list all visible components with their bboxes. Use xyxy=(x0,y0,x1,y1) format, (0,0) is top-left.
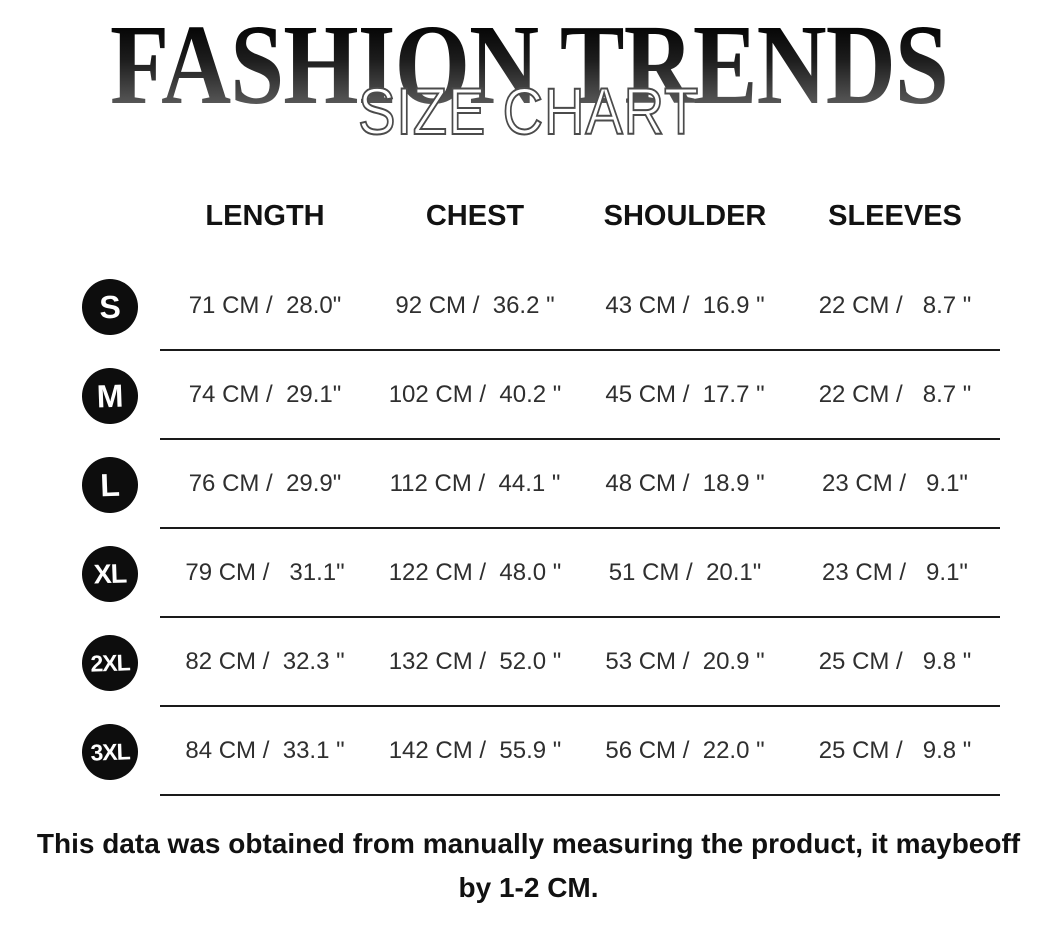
overlay-title-block: SIZE CHART xyxy=(0,74,1057,148)
cell-length: 71 CM / 28.0" xyxy=(160,262,370,351)
disclaimer-line-2: by 1-2 CM. xyxy=(458,872,599,903)
cell-length: 79 CM / 31.1" xyxy=(160,529,370,618)
cell-length: 74 CM / 29.1" xyxy=(160,351,370,440)
size-badge-xl: XL xyxy=(81,544,139,603)
table-body: S 71 CM / 28.0" 92 CM / 36.2 " 43 CM / 1… xyxy=(60,262,1000,796)
cell-chest: 132 CM / 52.0 " xyxy=(370,618,580,707)
badge-cell: 3XL xyxy=(60,707,160,796)
badge-cell: S xyxy=(60,262,160,351)
size-badge-l: L xyxy=(81,455,139,514)
cell-chest: 92 CM / 36.2 " xyxy=(370,262,580,351)
cell-length: 76 CM / 29.9" xyxy=(160,440,370,529)
cell-sleeves: 23 CM / 9.1" xyxy=(790,529,1000,618)
cell-chest: 142 CM / 55.9 " xyxy=(370,707,580,796)
size-table: LENGTH CHEST SHOULDER SLEEVES S 71 CM / … xyxy=(60,196,1000,796)
cell-chest: 102 CM / 40.2 " xyxy=(370,351,580,440)
header-spacer xyxy=(60,196,160,236)
table-row-s: S 71 CM / 28.0" 92 CM / 36.2 " 43 CM / 1… xyxy=(60,262,1000,351)
badge-cell: L xyxy=(60,440,160,529)
size-badge-m: M xyxy=(81,366,139,425)
title-block: FASHION TRENDS xyxy=(0,8,1057,122)
table-row-xl: XL 79 CM / 31.1" 122 CM / 48.0 " 51 CM /… xyxy=(60,529,1000,618)
cell-shoulder: 51 CM / 20.1" xyxy=(580,529,790,618)
column-header-shoulder: SHOULDER xyxy=(603,199,767,232)
size-chart-title: SIZE CHART xyxy=(357,74,699,148)
table-header-row: LENGTH CHEST SHOULDER SLEEVES xyxy=(60,196,1000,236)
size-badge-s: S xyxy=(81,277,139,336)
size-badge-2xl: 2XL xyxy=(81,633,139,692)
badge-cell: M xyxy=(60,351,160,440)
cell-length: 82 CM / 32.3 " xyxy=(160,618,370,707)
table-row-m: M 74 CM / 29.1" 102 CM / 40.2 " 45 CM / … xyxy=(60,351,1000,440)
size-badge-3xl: 3XL xyxy=(81,722,139,781)
cell-shoulder: 43 CM / 16.9 " xyxy=(580,262,790,351)
table-row-l: L 76 CM / 29.9" 112 CM / 44.1 " 48 CM / … xyxy=(60,440,1000,529)
cell-chest: 122 CM / 48.0 " xyxy=(370,529,580,618)
column-header-sleeves: SLEEVES xyxy=(828,199,962,232)
cell-sleeves: 22 CM / 8.7 " xyxy=(790,351,1000,440)
cell-shoulder: 56 CM / 22.0 " xyxy=(580,707,790,796)
cell-sleeves: 23 CM / 9.1" xyxy=(790,440,1000,529)
cell-shoulder: 53 CM / 20.9 " xyxy=(580,618,790,707)
badge-cell: 2XL xyxy=(60,618,160,707)
badge-cell: XL xyxy=(60,529,160,618)
column-header-chest: CHEST xyxy=(425,199,525,232)
cell-shoulder: 45 CM / 17.7 " xyxy=(580,351,790,440)
cell-sleeves: 25 CM / 9.8 " xyxy=(790,618,1000,707)
measurement-disclaimer: This data was obtained from manually mea… xyxy=(0,822,1057,910)
cell-chest: 112 CM / 44.1 " xyxy=(370,440,580,529)
cell-shoulder: 48 CM / 18.9 " xyxy=(580,440,790,529)
disclaimer-line-1: This data was obtained from manually mea… xyxy=(36,828,1021,859)
table-row-2xl: 2XL 82 CM / 32.3 " 132 CM / 52.0 " 53 CM… xyxy=(60,618,1000,707)
column-header-length: LENGTH xyxy=(205,199,325,232)
cell-length: 84 CM / 33.1 " xyxy=(160,707,370,796)
table-row-3xl: 3XL 84 CM / 33.1 " 142 CM / 55.9 " 56 CM… xyxy=(60,707,1000,796)
cell-sleeves: 25 CM / 9.8 " xyxy=(790,707,1000,796)
cell-sleeves: 22 CM / 8.7 " xyxy=(790,262,1000,351)
brand-title: FASHION TRENDS xyxy=(109,1,949,128)
